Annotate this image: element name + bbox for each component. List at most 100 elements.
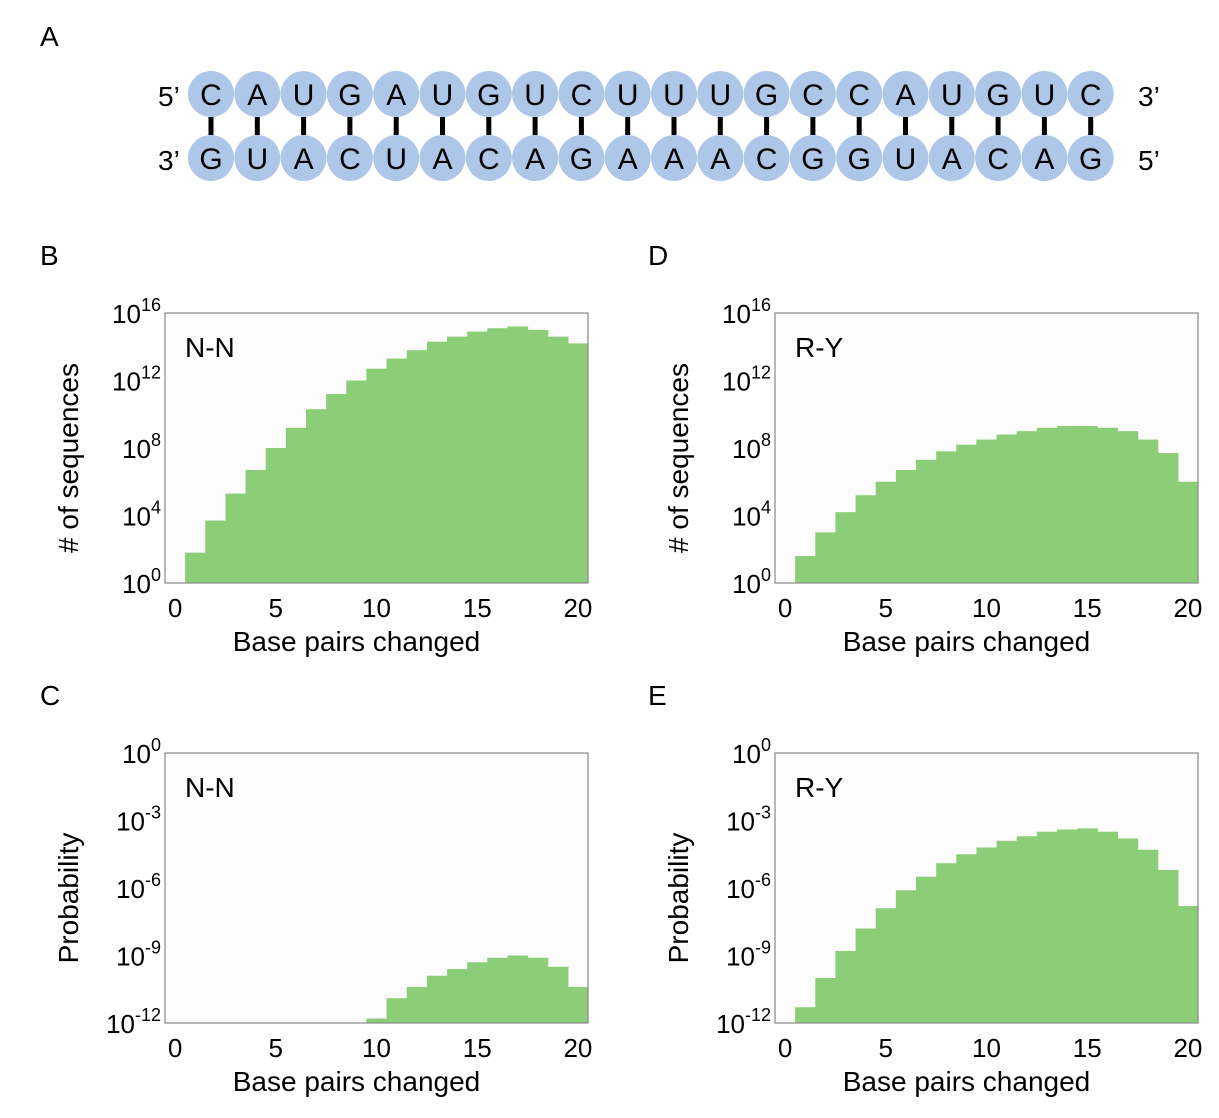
nucleotide-circle [558,135,605,181]
nucleotide-label: U [709,79,731,112]
histogram-bar [936,863,957,1023]
nucleotide-circle [1021,71,1068,117]
histogram-bar [815,532,837,584]
nucleotide-label: G [986,79,1009,112]
y-tick-label: 104 [122,498,161,532]
nucleotide-circle [373,71,420,117]
nucleotide-circle [743,71,790,117]
y-tick-exponent: 0 [151,565,161,585]
x-tick-label: 5 [879,1033,893,1063]
y-tick-label: 1012 [112,363,161,397]
histogram-bar [1077,828,1098,1024]
histogram-bar [1057,426,1078,583]
histogram-bar [835,512,857,584]
nucleotide-label: U [617,79,639,112]
bottom-strand-5prime-label: 5’ [1138,145,1160,176]
histogram-bar [996,840,1018,1023]
panel-letter-e: E [648,680,667,711]
nucleotide-circle [373,135,420,181]
y-tick-label: 10-6 [116,870,161,904]
nucleotide-circle [975,71,1022,117]
histogram-bar [895,469,917,583]
nucleotide-label: A [247,79,267,112]
y-tick-base: 10 [112,367,141,397]
nucleotide-circle [1067,71,1114,117]
y-tick-base: 10 [722,367,751,397]
nucleotide-label: A [432,143,452,176]
y-tick-label: 1016 [112,295,161,329]
nucleotide-label: U [663,79,685,112]
panel-letter-a: A [40,21,59,52]
nucleotide-label: A [618,143,638,176]
histogram-bar [976,847,998,1023]
y-tick-exponent: -9 [145,938,161,958]
top-strand-5prime-label: 5’ [158,81,180,112]
histogram-bar [406,350,428,584]
panel-letter-d: D [648,240,668,271]
x-tick-label: 10 [362,1033,391,1063]
y-tick-exponent: -12 [745,1005,771,1025]
nucleotide-label: U [293,79,315,112]
y-tick-base: 10 [732,569,761,599]
y-tick-label: 104 [732,498,771,532]
nucleotide-label: A [525,143,545,176]
y-tick-base: 10 [116,807,145,837]
nucleotide-circle [326,71,373,117]
histogram-bar [527,957,549,1023]
nucleotide-label: C [1080,79,1102,112]
histogram-bar [1137,439,1159,583]
histogram-bar [1077,426,1098,583]
nucleotide-circle [789,135,836,181]
histogram-bar [1117,838,1139,1023]
nucleotide-label: C [339,143,361,176]
nucleotide-label: C [478,143,500,176]
histogram-bar [467,331,488,583]
x-axis-label: Base pairs changed [233,626,481,657]
y-tick-base: 10 [722,299,751,329]
y-tick-label: 100 [732,565,771,599]
nucleotide-label: C [200,79,222,112]
histogram-bar [567,343,589,584]
histogram-bar [547,966,569,1023]
histogram-bar [1097,831,1119,1023]
nucleotide-label: A [710,143,730,176]
y-tick-label: 108 [732,430,771,464]
x-tick-label: 0 [778,1033,792,1063]
histogram-bar [855,928,877,1023]
y-tick-exponent: -3 [755,803,771,823]
nucleotide-circle [928,71,975,117]
histogram-bar [835,951,857,1023]
y-tick-exponent: 12 [141,363,161,383]
nucleotide-label: C [848,79,870,112]
histogram-bar [306,409,327,583]
y-tick-base: 10 [716,1009,745,1039]
nucleotide-circle [975,135,1022,181]
plot-frame [774,752,1199,1024]
histogram-bar [1157,453,1179,583]
y-tick-exponent: 0 [761,735,771,755]
histogram-bar [875,481,897,583]
nucleotide-label: G [848,143,871,176]
y-tick-label: 10-9 [726,938,771,972]
histogram-bar [1016,431,1038,584]
y-tick-label: 108 [122,430,161,464]
histogram-bar [956,854,978,1023]
nucleotide-label: G [755,79,778,112]
y-tick-base: 10 [106,1009,135,1039]
x-tick-label: 5 [269,593,283,623]
histogram-bar [426,341,448,583]
nucleotide-circle [465,135,512,181]
y-tick-exponent: 16 [141,295,161,315]
nucleotide-circle [743,135,790,181]
histogram-bar [527,329,549,584]
plot-frame [164,312,589,584]
nucleotide-circle [558,71,605,117]
histogram-bar [386,998,408,1023]
histogram-bar [1137,849,1159,1023]
x-tick-label: 10 [972,593,1001,623]
